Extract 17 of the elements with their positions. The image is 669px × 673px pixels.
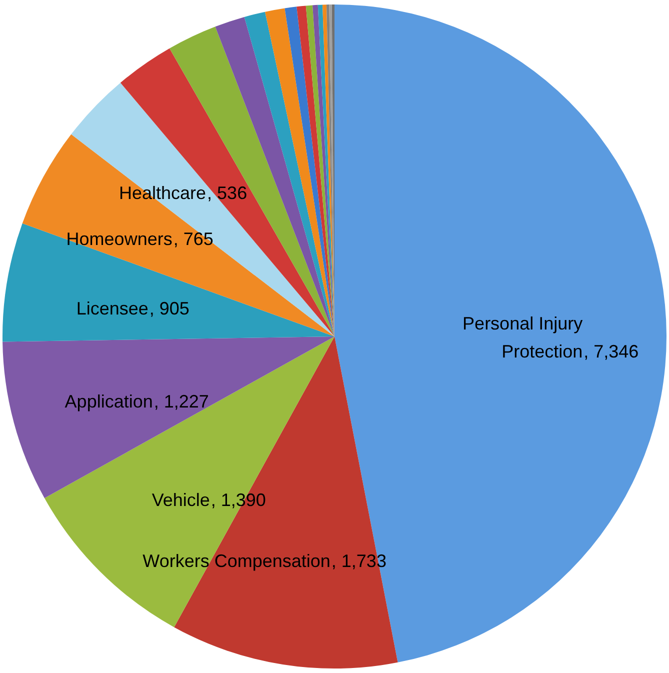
pie-slice <box>215 16 334 336</box>
slice-label: Application <box>64 391 153 412</box>
data-label: , 765 <box>173 229 214 250</box>
data-label: , 1,227 <box>154 391 209 412</box>
pie-slice <box>334 4 666 662</box>
slice-label: Homeowners <box>66 229 172 250</box>
pie-slice <box>2 223 334 342</box>
slice-label: Personal Injury Protection <box>462 314 583 362</box>
slice-label: Licensee <box>76 298 148 318</box>
pie-slice <box>44 336 334 628</box>
slice-label: Workers Compensation <box>142 550 330 571</box>
data-label: , 905 <box>149 298 190 318</box>
slice-label: Vehicle <box>152 490 210 510</box>
data-label: , 7,346 <box>584 342 639 362</box>
data-label: , 536 <box>207 183 248 204</box>
pie-slice <box>284 6 334 336</box>
pie-slice <box>306 5 334 336</box>
